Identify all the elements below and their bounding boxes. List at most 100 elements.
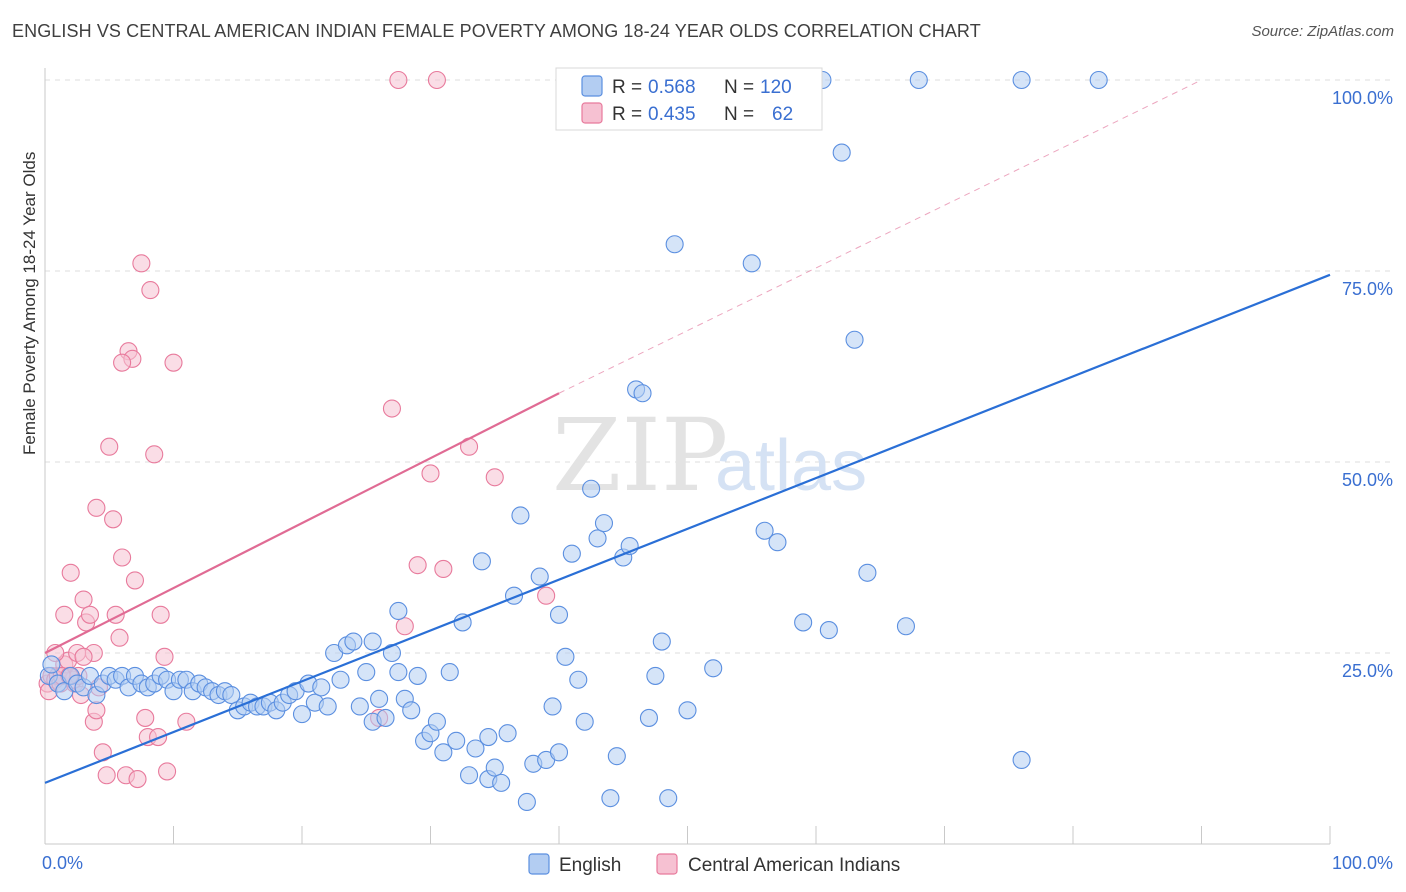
legend-cai-swatch (581, 102, 603, 124)
english-point (794, 613, 813, 632)
cai-point (100, 437, 119, 456)
cai-trendline-extension (558, 79, 1202, 394)
english-point (896, 617, 916, 636)
english-point (549, 605, 569, 624)
cai-point (421, 464, 440, 483)
cai-point (113, 548, 132, 567)
english-point (402, 701, 421, 720)
source-credit: Source: ZipAtlas.com (1251, 23, 1394, 40)
english-point (447, 731, 466, 750)
cai-point (408, 556, 427, 575)
english-point (318, 697, 337, 716)
english-point (42, 655, 61, 674)
watermark: ZIP atlas (552, 397, 867, 514)
english-point (562, 544, 581, 563)
cai-point (87, 498, 106, 517)
english-point (845, 330, 864, 349)
english-point (582, 479, 601, 498)
english-point (459, 766, 479, 785)
cai-trendline (44, 392, 560, 654)
english-point (601, 789, 620, 808)
legend-cai-r-value: 0.435 (648, 104, 696, 125)
english-point (427, 712, 446, 731)
gridlines (45, 79, 1392, 654)
english-point (768, 533, 787, 552)
cai-point (537, 586, 556, 605)
cai-point (485, 468, 504, 487)
watermark-atlas: atlas (715, 426, 867, 506)
english-point (498, 724, 517, 743)
english-point (312, 678, 331, 697)
english-point (292, 705, 312, 724)
english-point (530, 567, 549, 586)
y-tick-label: 50.0% (1342, 470, 1393, 490)
legend-cai-marker (656, 853, 678, 875)
cai-point (97, 766, 116, 785)
english-point (1089, 70, 1108, 90)
english-point (543, 697, 562, 716)
english-point (678, 701, 697, 720)
legend-english-marker (528, 853, 550, 875)
legend-english-n-label: N = (724, 77, 754, 98)
tick-labels: 25.0% 50.0% 75.0% 100.0% 0.0% 100.0% (42, 88, 1393, 873)
english-point (511, 506, 530, 525)
english-point (575, 712, 594, 731)
english-point (376, 708, 395, 727)
legend-english-n-value: 120 (760, 77, 792, 98)
english-point (549, 743, 569, 762)
english-point (858, 563, 877, 582)
cai-point (110, 628, 129, 647)
cai-point (158, 762, 177, 781)
cai-point (55, 605, 74, 624)
english-point (485, 758, 504, 777)
english-point (331, 670, 350, 689)
cai-point (125, 571, 144, 590)
english-point (588, 529, 607, 548)
english-point (472, 552, 491, 571)
y-tick-label: 25.0% (1342, 661, 1393, 681)
english-point (569, 670, 588, 689)
cai-point (434, 559, 453, 579)
legend-cai-n-value: 62 (772, 104, 793, 125)
legend-english-swatch (581, 75, 603, 97)
x-tick-label-min: 0.0% (42, 853, 83, 873)
english-point (742, 254, 761, 273)
english-point (453, 613, 472, 632)
english-point (755, 521, 774, 540)
english-point (556, 647, 575, 666)
english-point (382, 643, 402, 663)
cai-point (74, 590, 93, 609)
cai-point (136, 708, 155, 727)
cai-point (80, 605, 100, 624)
cai-point (145, 445, 164, 464)
legend-english-label: English (559, 855, 621, 876)
english-point (594, 514, 614, 533)
english-trendline (44, 273, 1331, 784)
trendlines (44, 79, 1331, 784)
cai-point (164, 353, 183, 372)
english-point (607, 747, 626, 766)
english-point (363, 632, 382, 651)
english-point (222, 685, 241, 705)
chart-title: ENGLISH VS CENTRAL AMERICAN INDIAN FEMAL… (12, 21, 981, 41)
legend-cai-label: Central American Indians (688, 855, 900, 876)
english-point (909, 70, 928, 90)
english-point (646, 666, 665, 685)
english-points (39, 70, 1108, 812)
watermark-zip: ZIP (552, 397, 728, 514)
axes (44, 68, 1331, 845)
english-point (408, 666, 427, 685)
english-point (492, 773, 511, 792)
cai-point (87, 701, 106, 720)
english-point (350, 697, 369, 716)
english-point (832, 143, 851, 162)
correlation-legend: R = 0.568 N = 120 R = 0.435 N = 62 (555, 67, 823, 131)
english-point (440, 663, 459, 682)
english-point (639, 708, 659, 727)
series-legend: English Central American Indians (528, 853, 900, 876)
english-point (344, 632, 363, 651)
english-point (389, 663, 408, 682)
english-point (517, 792, 536, 812)
english-point (357, 663, 376, 682)
